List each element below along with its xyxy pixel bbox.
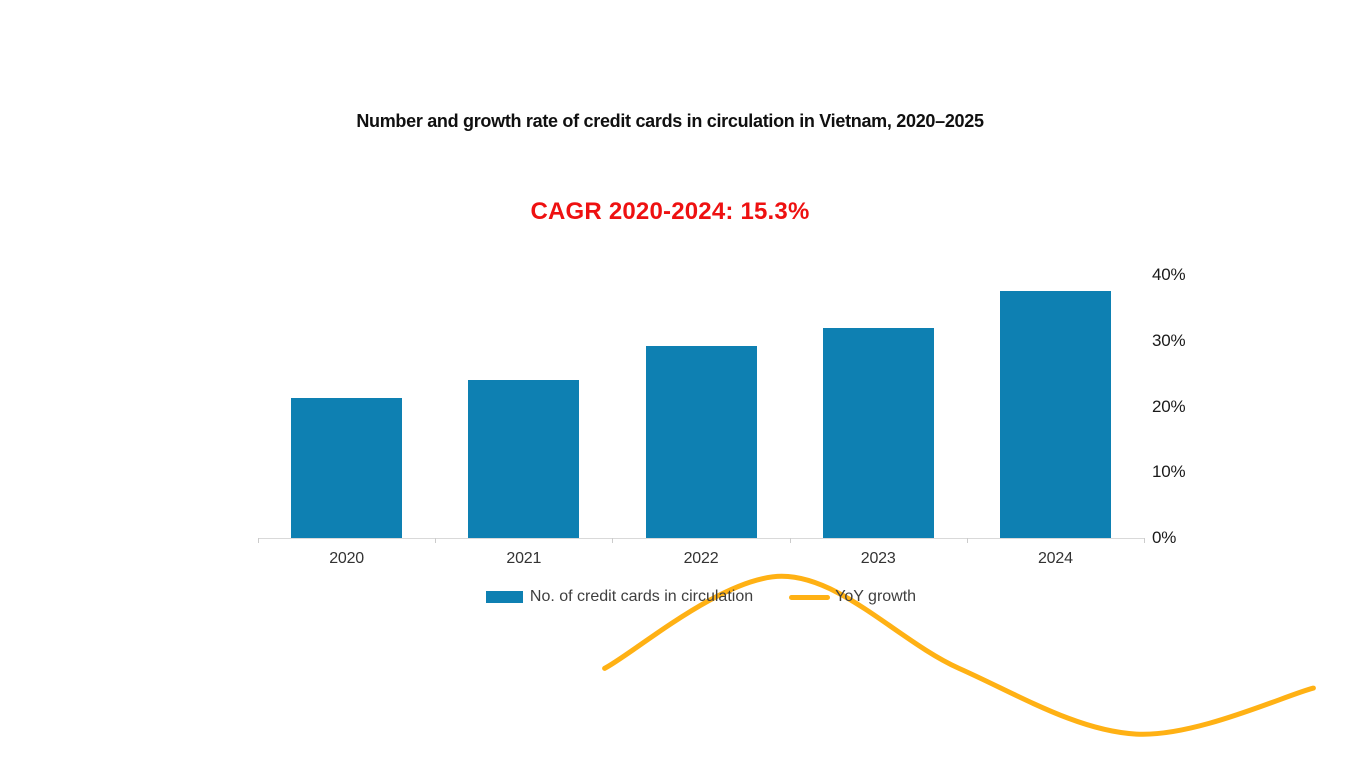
right-axis-label-0%: 0% [1152, 528, 1177, 547]
x-axis-line [258, 538, 1144, 539]
x-axis-tick [966, 538, 968, 543]
line-series-label: YoY growth [835, 588, 917, 605]
bar-series-label: No. of credit cards in circulation [529, 588, 754, 605]
right-axis-label-30%: 30% [1152, 330, 1186, 350]
x-axis-tick [435, 538, 437, 543]
legend-item-line: YoY growth [789, 588, 916, 606]
x-axis-label-2022: 2022 [683, 550, 719, 567]
right-axis-label-10%: 10% [1152, 462, 1186, 482]
bar-2021 [468, 379, 580, 538]
bar-2022 [645, 346, 757, 538]
line-series-swatch-icon [789, 594, 831, 600]
x-axis-tick [789, 538, 791, 543]
right-axis-label-40%: 40% [1152, 265, 1186, 284]
x-axis-label-2023: 2023 [860, 550, 896, 567]
chart-title: Number and growth rate of credit cards i… [356, 111, 984, 131]
x-axis-label-2021: 2021 [506, 550, 542, 567]
plot-area [258, 275, 1316, 737]
yoy-line-path [602, 573, 1316, 737]
cagr-annotation: CAGR 2020-2024: 15.3% [530, 198, 810, 225]
x-axis-tick [258, 538, 259, 543]
bar-2024 [999, 290, 1111, 538]
yoy-line [602, 573, 1316, 737]
right-axis-label-20%: 20% [1152, 396, 1186, 416]
bar-series-swatch-icon [485, 591, 523, 603]
x-axis-tick [612, 538, 614, 543]
legend: No. of credit cards in circulation YoY g… [258, 588, 1144, 606]
legend-item-bars: No. of credit cards in circulation [485, 588, 754, 606]
x-axis-label-2020: 2020 [329, 550, 364, 567]
bars-container [258, 275, 1144, 538]
x-axis-label-2024: 2024 [1037, 550, 1073, 567]
bar-2023 [822, 328, 934, 538]
bar-2020 [291, 397, 403, 538]
x-axis-tick [1144, 538, 1145, 543]
